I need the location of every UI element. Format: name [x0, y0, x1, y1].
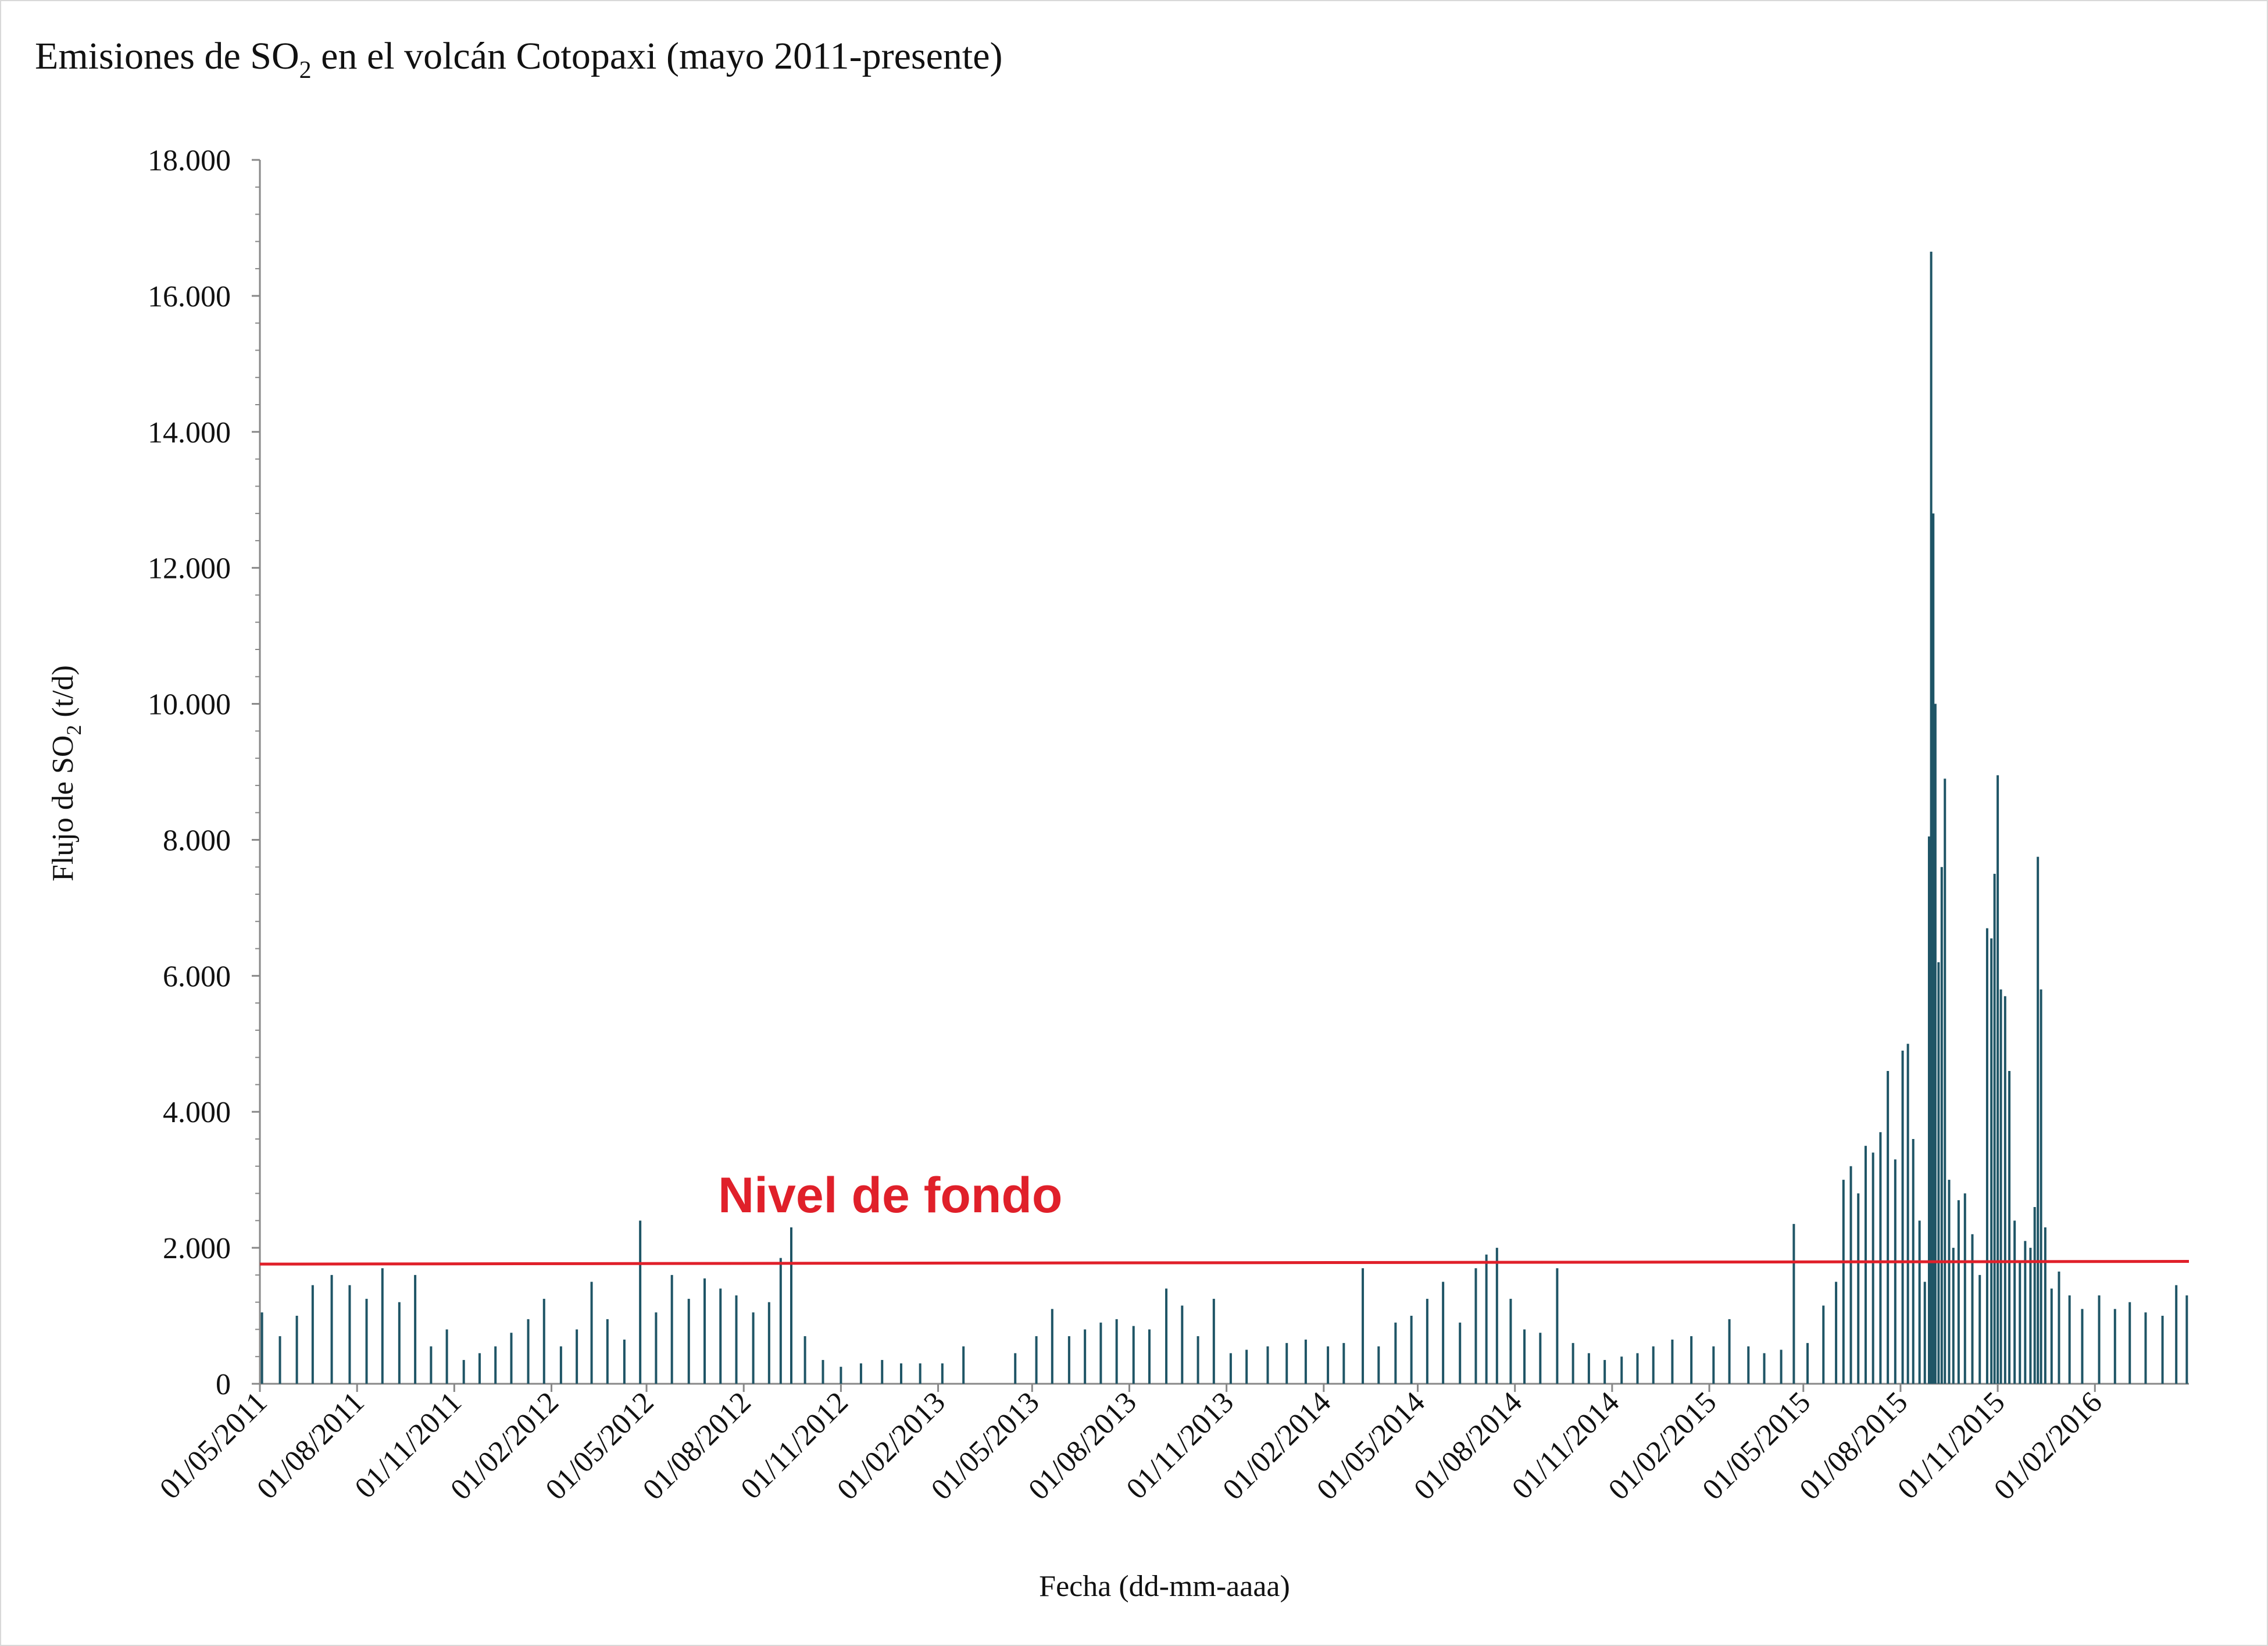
y-tick-label: 12.000 — [148, 552, 231, 585]
chart-title-suffix: en el volcán Cotopaxi (mayo 2011-present… — [312, 35, 1003, 77]
y-tick-label: 14.000 — [148, 416, 231, 449]
y-axis-label-suffix: (t/d) — [47, 665, 80, 725]
y-tick-label: 18.000 — [148, 144, 231, 177]
y-axis-label-prefix: Flujo de SO — [47, 735, 80, 881]
data-bars — [260, 251, 2188, 1384]
y-tick-label: 2.000 — [163, 1232, 231, 1265]
x-tick-label: 01/08/2011 — [251, 1386, 370, 1505]
background-level-line — [259, 1260, 2190, 1266]
y-tick-label: 16.000 — [148, 280, 231, 313]
chart-title-prefix: Emisiones de SO — [35, 35, 299, 77]
x-axis-label: Fecha (dd-mm-aaaa) — [1039, 1570, 1290, 1603]
y-axis-label: Flujo de SO2 (t/d) — [47, 665, 85, 881]
y-axis-label-subscript: 2 — [62, 725, 85, 735]
y-tick-label: 6.000 — [163, 960, 231, 993]
x-axis-ticks: 01/05/201101/08/201101/11/201101/02/2012… — [153, 1384, 2109, 1506]
y-tick-label: 4.000 — [163, 1096, 231, 1129]
chart-title-subscript: 2 — [299, 57, 312, 84]
y-tick-label: 0 — [216, 1368, 231, 1401]
y-axis-ticks: 0 2.000 4.000 6.000 8.000 10.000 12.000 14.000 1… — [148, 144, 260, 1401]
y-tick-label: 10.000 — [148, 688, 231, 722]
chart-title: Emisiones de SO2 en el volcán Cotopaxi (… — [35, 35, 1003, 84]
y-tick-label: 8.000 — [163, 824, 231, 857]
background-level-label: Nivel de fondo — [718, 1167, 1062, 1223]
